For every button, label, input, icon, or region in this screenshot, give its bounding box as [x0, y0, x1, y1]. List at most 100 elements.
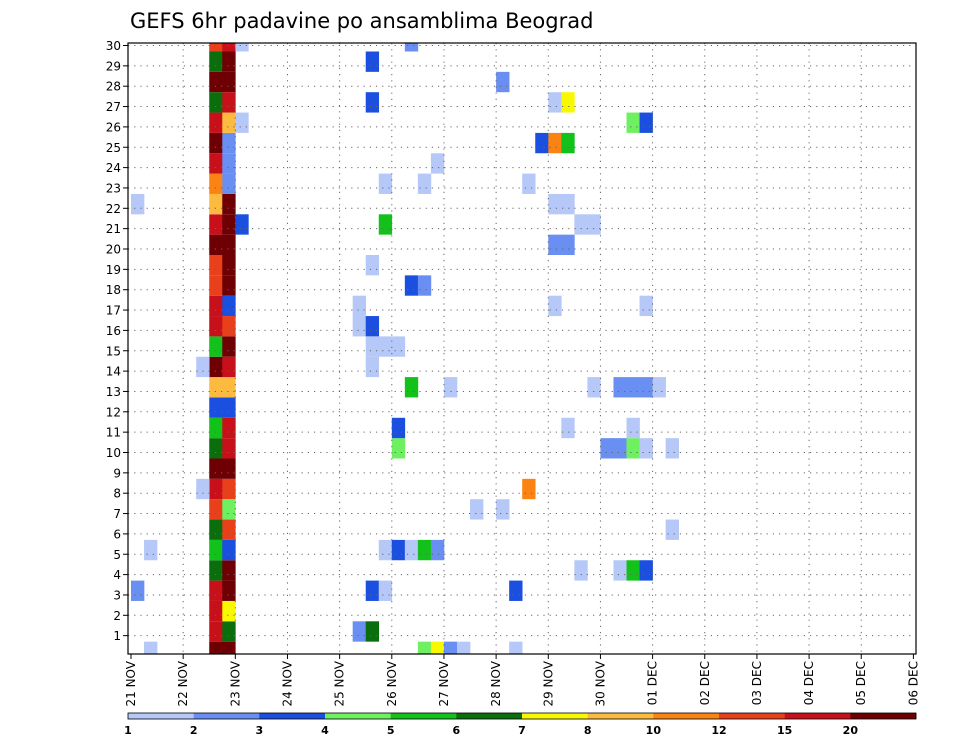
heatmap-cell	[209, 580, 223, 601]
x-tick-label: 02 DEC	[698, 661, 712, 705]
heatmap-cell	[626, 438, 640, 459]
heatmap-cell	[222, 255, 236, 276]
y-tick-label: 17	[106, 304, 121, 318]
heatmap-cell	[209, 214, 223, 235]
heatmap-cell	[209, 193, 223, 215]
heatmap-cell	[222, 51, 236, 72]
heatmap-cell	[613, 438, 627, 459]
heatmap-cell	[222, 478, 236, 500]
colorbar-segment	[784, 713, 851, 719]
heatmap-cell	[639, 560, 653, 581]
heatmap-cell	[548, 132, 562, 154]
heatmap-cell	[352, 295, 367, 317]
heatmap-cell	[548, 92, 562, 113]
heatmap-cell	[404, 377, 419, 398]
heatmap-cell	[639, 377, 653, 398]
colorbar-label: 6	[453, 724, 461, 737]
y-tick-label: 4	[113, 568, 121, 582]
heatmap-cell	[509, 641, 523, 654]
heatmap-cell	[352, 316, 367, 337]
heatmap-cell	[665, 519, 679, 540]
heatmap-cell	[639, 112, 653, 133]
x-tick-label: 04 DEC	[802, 661, 816, 705]
heatmap-cell	[222, 316, 236, 337]
heatmap-cell	[222, 377, 236, 398]
x-tick-label: 24 NOV	[280, 660, 294, 706]
y-tick-label: 25	[106, 141, 121, 155]
heatmap-cell	[209, 92, 223, 113]
heatmap-cell	[209, 234, 223, 255]
y-tick-label: 8	[113, 487, 121, 501]
y-tick-label: 19	[106, 263, 121, 277]
y-tick-label: 28	[106, 80, 121, 94]
x-tick-label: 29 NOV	[541, 660, 555, 706]
colorbar-label: 15	[777, 724, 792, 737]
y-tick-label: 24	[106, 161, 121, 175]
y-tick-label: 3	[113, 588, 121, 602]
x-tick-label: 25 NOV	[333, 660, 347, 706]
heatmap-cell	[496, 499, 510, 520]
colorbar-label: 20	[843, 724, 859, 737]
colorbar-label: 12	[711, 724, 726, 737]
heatmap-cell	[639, 438, 653, 459]
heatmap-cell	[222, 519, 236, 540]
heatmap-cell	[613, 377, 627, 398]
heatmap-cell	[404, 43, 419, 52]
heatmap-cell	[222, 275, 236, 296]
colorbar-segment	[193, 713, 260, 719]
heatmap-cell	[209, 51, 223, 72]
heatmap-cell	[378, 580, 393, 601]
heatmap-cell	[222, 438, 236, 459]
colorbar-segment	[325, 713, 391, 719]
heatmap-cell	[652, 377, 666, 398]
colorbar-label: 10	[646, 724, 662, 737]
heatmap-cell	[391, 539, 406, 561]
heatmap-cell	[574, 214, 588, 235]
x-tick-label: 22 NOV	[176, 660, 190, 706]
heatmap-cell	[209, 499, 223, 520]
y-tick-label: 1	[113, 629, 121, 643]
colorbar-segment	[259, 713, 326, 719]
x-tick-label: 21 NOV	[124, 660, 138, 706]
heatmap-cell	[235, 112, 249, 133]
heatmap-cell	[561, 193, 575, 215]
heatmap-cell	[378, 336, 393, 357]
heatmap-cell	[209, 600, 223, 622]
chart-title: GEFS 6hr padavine po ansamblima Beograd	[130, 9, 593, 33]
heatmap-cell	[209, 560, 223, 581]
heatmap-cell	[209, 539, 223, 561]
grid-lines	[128, 43, 916, 654]
heatmap-cell	[222, 580, 236, 601]
heatmap-cell	[209, 336, 223, 357]
colorbar-segment	[719, 713, 785, 719]
heatmap-cell	[365, 316, 380, 337]
y-tick-label: 5	[113, 548, 121, 562]
heatmap-cell	[209, 621, 223, 642]
colorbar-label: 8	[584, 724, 592, 737]
heatmap-cell	[404, 539, 419, 561]
heatmap-cell	[209, 173, 223, 194]
x-tick-label: 30 NOV	[593, 660, 607, 706]
heatmap-cell	[222, 295, 236, 317]
x-tick-label: 05 DEC	[854, 661, 868, 705]
y-tick-label: 12	[106, 405, 121, 419]
heatmap-cell	[561, 417, 575, 439]
heatmap-cell	[352, 621, 367, 642]
heatmap-cell	[417, 539, 432, 561]
heatmap-cell	[222, 193, 236, 215]
heatmap-cell	[196, 356, 210, 378]
heatmap-cell	[222, 458, 236, 479]
x-tick-label: 23 NOV	[228, 660, 242, 706]
colorbar-label: 4	[321, 724, 329, 737]
heatmap-cell	[222, 112, 236, 133]
y-tick-label: 15	[106, 344, 121, 358]
heatmap-cell	[548, 193, 562, 215]
heatmap-cell	[430, 153, 445, 174]
heatmap-cell	[209, 43, 223, 52]
heatmap-cell	[209, 275, 223, 296]
heatmap-cell	[222, 173, 236, 194]
heatmap-cell	[365, 255, 380, 276]
plot-frame	[127, 42, 917, 655]
heatmap-cell	[209, 458, 223, 479]
